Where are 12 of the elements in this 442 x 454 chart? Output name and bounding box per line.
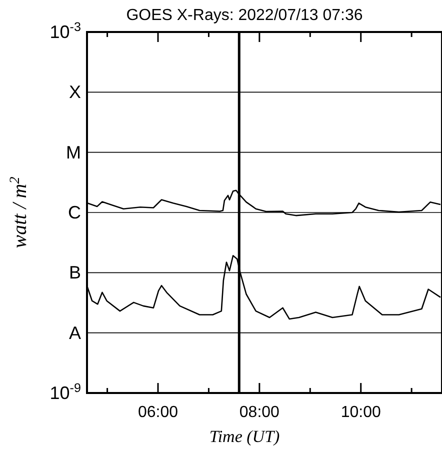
x-axis-title: Time (UT): [209, 427, 280, 446]
x-tick-label: 06:00: [138, 404, 178, 421]
chart-title: GOES X-Rays: 2022/07/13 07:36: [126, 7, 363, 24]
x-tick-label: 10:00: [340, 404, 381, 421]
y-tick-label: 10$^{-3}$: [50, 20, 81, 42]
y-tick-label: M: [66, 142, 81, 162]
y-tick-label: A: [68, 322, 81, 343]
x-tick-label: 08:00: [239, 404, 280, 421]
y-tick-label: B: [68, 262, 81, 283]
y-tick-label: 10$^{-9}$: [50, 381, 81, 403]
y-tick-label: C: [68, 202, 81, 222]
y-tick-label: X: [68, 82, 81, 102]
